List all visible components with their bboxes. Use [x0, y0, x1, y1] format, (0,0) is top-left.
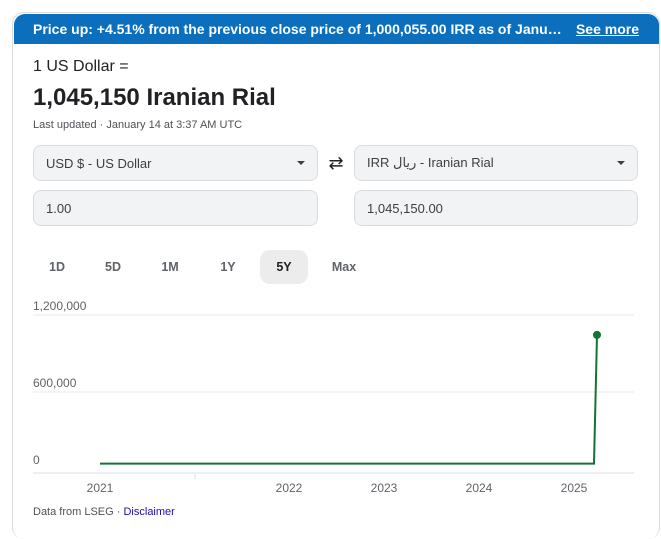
latest-point[interactable]: [593, 330, 601, 339]
y-tick-label: 0: [33, 453, 40, 467]
price-change-banner: Price up: +4.51% from the previous close…: [14, 14, 659, 44]
x-tick-label: 2021: [87, 481, 114, 495]
x-tick-label: 2022: [276, 481, 303, 495]
from-amount-input[interactable]: 1.00: [33, 190, 318, 226]
conversion-result: 1,045,150 Iranian Rial: [33, 84, 276, 111]
separator: ·: [113, 506, 124, 518]
currency-converter-card: [12, 12, 660, 539]
y-tick-label: 1,200,000: [33, 299, 87, 313]
x-tick-label: 2024: [466, 481, 493, 495]
to-amount-input[interactable]: 1,045,150.00: [354, 190, 638, 226]
range-tab-1d[interactable]: 1D: [49, 260, 65, 274]
series-line: [100, 334, 598, 465]
last-updated-text: Last updated · January 14 at 3:37 AM UTC: [33, 119, 243, 131]
from-amount-label: 1 US Dollar =: [33, 58, 129, 75]
range-tab-5d[interactable]: 5D: [105, 260, 121, 274]
from-currency-label: USD $ - US Dollar: [46, 155, 152, 171]
from-currency-select[interactable]: USD $ - US Dollar: [33, 145, 318, 181]
range-tab-1m[interactable]: 1M: [161, 260, 179, 274]
y-tick-label: 600,000: [33, 376, 77, 390]
data-source: Data from LSEG · Disclaimer: [33, 506, 175, 518]
chevron-down-icon: [617, 161, 625, 165]
range-tab-1y[interactable]: 1Y: [220, 260, 236, 274]
range-tab-5y[interactable]: 5Y: [260, 250, 308, 284]
swap-arrows-icon[interactable]: ⇄: [328, 153, 344, 173]
see-more-link[interactable]: See more: [575, 21, 639, 37]
disclaimer-link[interactable]: Disclaimer: [123, 506, 175, 518]
range-tab-max[interactable]: Max: [331, 260, 357, 274]
to-currency-label: IRR ريال - Iranian Rial: [367, 155, 494, 170]
to-currency-select[interactable]: IRR ريال - Iranian Rial: [354, 145, 638, 181]
data-source-text: Data from LSEG: [33, 506, 114, 518]
x-tick-label: 2023: [371, 481, 398, 495]
chevron-down-icon: [297, 161, 305, 165]
x-tick-label: 2025: [561, 481, 588, 495]
